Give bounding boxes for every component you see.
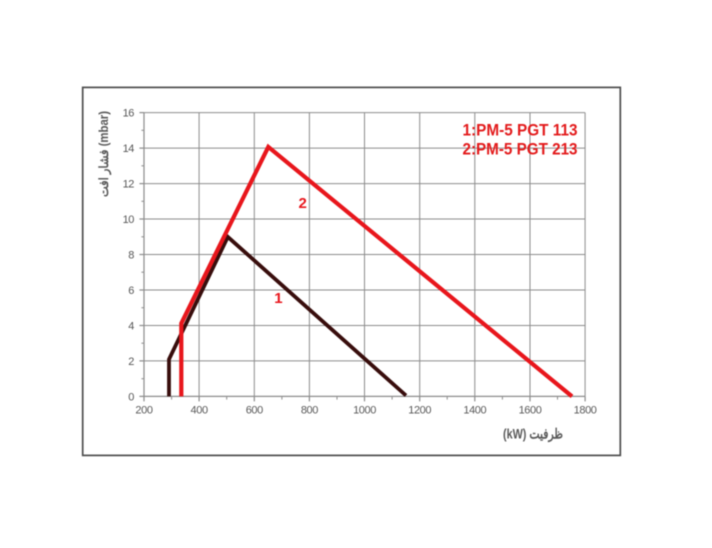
svg-text:0: 0 — [128, 391, 134, 403]
svg-text:16: 16 — [123, 108, 135, 120]
svg-text:800: 800 — [301, 405, 318, 417]
svg-text:1400: 1400 — [463, 405, 486, 417]
svg-text:10: 10 — [123, 214, 135, 226]
svg-text:1800: 1800 — [574, 405, 597, 417]
svg-text:1:PM-5 PGT 113: 1:PM-5 PGT 113 — [463, 121, 578, 140]
svg-text:12: 12 — [123, 179, 135, 191]
svg-text:4: 4 — [128, 321, 134, 333]
svg-text:8: 8 — [128, 250, 134, 262]
svg-text:1600: 1600 — [519, 405, 542, 417]
svg-text:1200: 1200 — [408, 405, 431, 417]
svg-text:600: 600 — [246, 405, 263, 417]
svg-text:400: 400 — [191, 405, 208, 417]
svg-text:1000: 1000 — [353, 405, 376, 417]
svg-text:2: 2 — [128, 356, 134, 368]
svg-text:1: 1 — [274, 290, 282, 307]
svg-text:6: 6 — [128, 285, 134, 297]
svg-text:فشار افت (mbar): فشار افت (mbar) — [97, 111, 112, 197]
svg-text:2: 2 — [299, 195, 307, 212]
svg-text:2:PM-5 PGT 213: 2:PM-5 PGT 213 — [463, 140, 578, 159]
svg-text:14: 14 — [123, 143, 135, 155]
svg-text:(kW) ظرفیت: (kW) ظرفیت — [503, 426, 563, 443]
svg-text:200: 200 — [135, 405, 152, 417]
